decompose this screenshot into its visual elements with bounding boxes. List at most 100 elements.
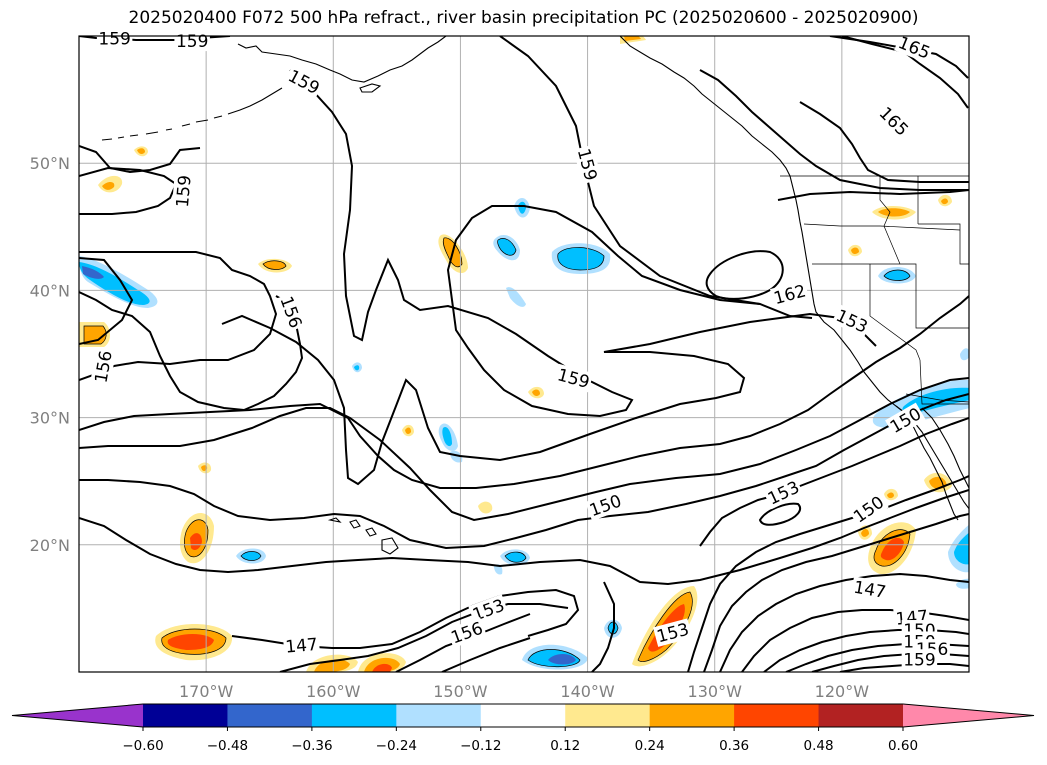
contour-label: 159: [171, 172, 196, 210]
contour-label-halo: [96, 28, 133, 49]
colorbar-swatch: [480, 704, 566, 727]
contour-label-halo: [901, 649, 938, 670]
colorbar-tick-label: 0.24: [635, 738, 665, 754]
contour-153-oval: [758, 502, 802, 526]
contour-147-west: [79, 489, 969, 586]
colorbar-tick-label: −0.12: [460, 738, 501, 754]
contour-label-halo: [468, 594, 509, 626]
contour-label-halo: [769, 279, 810, 309]
contour-label: 150: [848, 490, 889, 528]
precip-patch-19n-146w: [494, 549, 530, 575]
contour-label-halo: [874, 101, 914, 141]
contour-label-halo: [848, 490, 889, 528]
gulf-of-california-coast: [921, 407, 969, 490]
idaho-border: [879, 176, 901, 265]
contour-label-halo: [894, 31, 935, 64]
contour-label: 159: [901, 649, 938, 670]
contour-label: 153: [831, 304, 873, 338]
contour-label-text: 147: [852, 578, 887, 603]
contour-label-halo: [446, 617, 487, 649]
precip-patch-43n-146w: [493, 235, 520, 261]
contour-159-48n: [79, 166, 178, 215]
colorbar-tick-label: −0.48: [207, 738, 248, 754]
latitude-tick-labels: 50°N 40°N 30°N 20°N: [30, 154, 70, 555]
nevada-border: [869, 264, 921, 361]
contour-label-text: 150: [587, 491, 624, 521]
contour-label-halo: [885, 402, 926, 438]
contour-label: 147: [282, 633, 321, 658]
colorbar-tick-label: −0.60: [122, 738, 163, 754]
contour-150-se-2: [763, 629, 969, 672]
contour-156-west: [79, 251, 278, 381]
colorbar-swatch: [396, 704, 482, 727]
lon-tick-label: 170°W: [179, 682, 234, 701]
shading-outlines: [83, 237, 911, 668]
contour-153-southeast: [687, 475, 969, 672]
colorbar-swatch: [734, 704, 820, 727]
colorbar-tick-label: 0.48: [804, 738, 834, 754]
colorbar-tick-label: 0.12: [550, 738, 580, 754]
lon-tick-label: 130°W: [688, 682, 743, 701]
contour-label: 159: [573, 144, 602, 185]
contour-label-text: 159: [98, 30, 130, 50]
contour-162-canada: [699, 69, 969, 191]
colorbar-swatch: [227, 704, 313, 727]
contour-label-text: 165: [895, 33, 933, 64]
map-gridlines: [79, 36, 969, 672]
hawaiian-islands: [327, 517, 399, 555]
contour-150-se-1: [703, 513, 969, 672]
colorbar-tick-label: −0.36: [291, 738, 332, 754]
contour-label: 159: [174, 31, 210, 52]
contour-label: 150: [585, 489, 626, 521]
aleutian-islands: [101, 87, 283, 141]
precip-patch-47n-144w: [514, 197, 530, 218]
contour-label: 159: [283, 64, 325, 99]
wyoming-border: [918, 223, 969, 265]
lon-tick-label: 150°W: [433, 682, 488, 701]
chart-title: 2025020400 F072 500 hPa refract., river …: [128, 8, 919, 28]
lon-tick-label: 120°W: [815, 682, 870, 701]
precipitation-shading: [79, 36, 969, 672]
contour-162-oval: [705, 250, 784, 300]
coastlines: [101, 36, 969, 555]
precip-patch-20n-170w: [180, 512, 214, 564]
contour-label-text: 156: [91, 349, 116, 384]
contour-label-text: 165: [875, 103, 912, 140]
colorbar-swatch: [311, 704, 397, 727]
precip-patch-west-36n: [79, 322, 110, 347]
contour-label: 147: [850, 576, 890, 603]
contour-label-text: 159: [573, 146, 601, 183]
contour-147-loop: [591, 581, 615, 672]
colorbar-swatch: [649, 704, 735, 727]
political-borders: [780, 175, 969, 405]
contour-147-se: [719, 572, 969, 672]
contour-150-south: [79, 393, 969, 550]
lon-tick-label: 140°W: [560, 682, 615, 701]
colorbar-extend-high: [903, 704, 1034, 727]
contour-label-halo: [653, 618, 693, 647]
contour-label: 156: [275, 291, 307, 333]
colorbar-swatch: [143, 704, 228, 727]
contour-label-halo: [90, 347, 117, 386]
colorbar-tick-label: −0.24: [376, 738, 417, 754]
longitude-tick-labels: 170°W 160°W 150°W 140°W 130°W 120°W: [179, 682, 869, 701]
contour-label-halo: [283, 64, 325, 99]
map-frame: [78, 35, 970, 673]
colorbar-tick-label: 0.60: [888, 738, 918, 754]
contour-label-halo: [553, 363, 594, 393]
lon-tick-label: 160°W: [306, 682, 361, 701]
precip-patch-20n-115w: [868, 522, 916, 575]
contour-label: 159: [96, 28, 133, 50]
lat-tick-label: 30°N: [30, 409, 70, 428]
contour-label-halo: [850, 576, 890, 603]
contour-label-halo: [275, 291, 307, 333]
precip-patch-19n-166w: [236, 548, 266, 564]
alaska-peninsula-coast: [237, 36, 447, 83]
refractivity-contours: [79, 36, 969, 672]
contour-label: 156: [90, 347, 117, 386]
contour-label-text: 159: [176, 32, 208, 52]
contour-156-south-1: [441, 637, 531, 672]
contour-165-canada: [799, 101, 969, 183]
precip-patch-south-157w: [358, 653, 406, 672]
